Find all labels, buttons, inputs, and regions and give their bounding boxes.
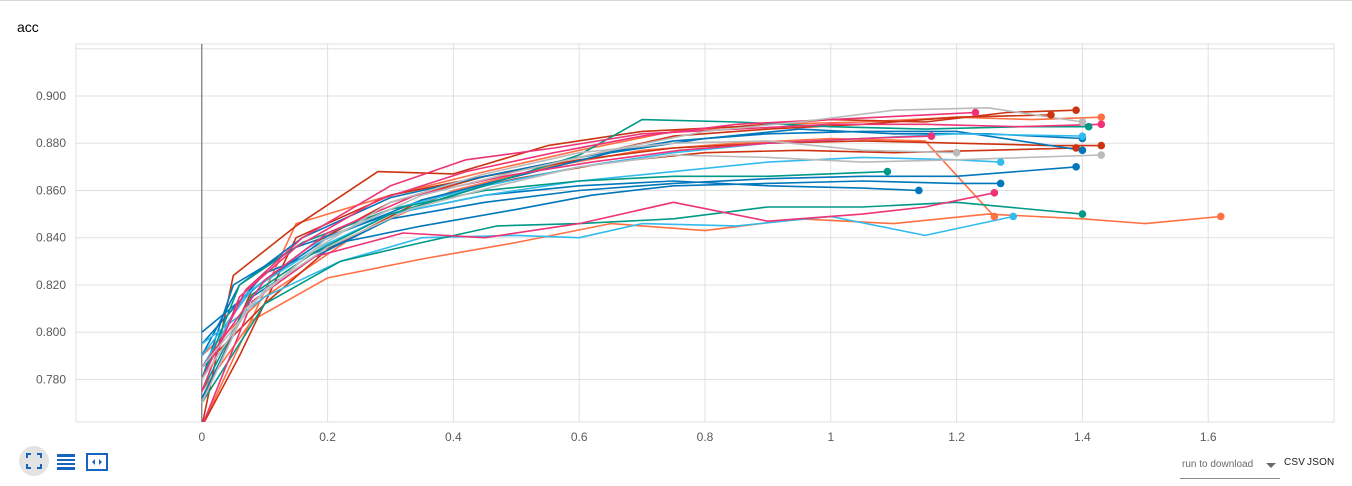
- series-endpoint[interactable]: [1047, 111, 1055, 119]
- series-line[interactable]: [201, 147, 1077, 369]
- fit-domain-button[interactable]: [83, 448, 111, 476]
- series-endpoint[interactable]: [996, 158, 1005, 166]
- series-group: [201, 107, 1221, 427]
- series-endpoint[interactable]: [990, 189, 999, 197]
- series-endpoint[interactable]: [927, 132, 936, 140]
- download-csv-link[interactable]: CSV: [1284, 457, 1306, 468]
- series-endpoint[interactable]: [1078, 118, 1087, 126]
- series-endpoint[interactable]: [971, 108, 980, 117]
- series-line[interactable]: [201, 135, 932, 369]
- y-tick-label: 0.900: [36, 89, 66, 103]
- x-tick-label: 1.2: [948, 430, 965, 444]
- series-line[interactable]: [201, 154, 1102, 369]
- series-endpoint[interactable]: [1097, 113, 1106, 122]
- y-tick-label: 0.780: [36, 372, 66, 386]
- fullscreen-icon: [26, 453, 42, 469]
- series-line[interactable]: [201, 170, 888, 380]
- series-line[interactable]: [201, 128, 1083, 333]
- series-line[interactable]: [202, 192, 995, 427]
- y-tick-label: 0.820: [36, 278, 66, 292]
- series-line[interactable]: [201, 180, 919, 380]
- series-endpoints: [883, 106, 1225, 221]
- y-tick-label: 0.880: [36, 136, 66, 150]
- y-tick-label: 0.860: [36, 183, 66, 197]
- run-download-select[interactable]: run to download: [1180, 456, 1280, 479]
- x-tick-label: 0: [198, 430, 205, 444]
- list-icon: [57, 454, 75, 470]
- x-tick-label: 1.6: [1200, 430, 1217, 444]
- series-line[interactable]: [201, 140, 957, 404]
- y-tick-label: 0.840: [36, 231, 66, 245]
- download-json-link[interactable]: JSON: [1307, 457, 1335, 468]
- series-endpoint[interactable]: [1084, 122, 1093, 131]
- y-tick-label: 0.800: [36, 325, 66, 339]
- fit-domain-icon: [86, 453, 108, 471]
- series-endpoint[interactable]: [1078, 132, 1087, 140]
- series-line[interactable]: [201, 111, 976, 392]
- x-tick-label: 0.8: [697, 430, 714, 444]
- x-tick-label: 0.6: [571, 430, 588, 444]
- axis-ticks: 0.780 0.800 0.820 0.840 0.860 0.880 0.900 0 0.2 0…: [36, 89, 1217, 444]
- chevron-down-icon: [1266, 463, 1276, 468]
- series-endpoint[interactable]: [883, 167, 892, 176]
- series-line[interactable]: [201, 156, 1001, 357]
- series-endpoint[interactable]: [1009, 212, 1018, 221]
- series-endpoint[interactable]: [1078, 146, 1087, 155]
- series-endpoint[interactable]: [1072, 163, 1080, 171]
- x-tick-label: 0.4: [445, 430, 462, 444]
- fullscreen-button[interactable]: [19, 446, 49, 476]
- series-endpoint[interactable]: [996, 179, 1005, 188]
- top-divider: [0, 0, 1352, 1]
- series-line[interactable]: [201, 215, 1014, 345]
- series-line[interactable]: [201, 109, 1077, 427]
- grid-lines: [75, 43, 1335, 423]
- series-endpoint[interactable]: [1078, 210, 1087, 218]
- series-endpoint[interactable]: [915, 186, 923, 195]
- series-endpoint[interactable]: [1097, 151, 1106, 159]
- x-tick-label: 1.4: [1074, 430, 1091, 444]
- run-select-label: run to download: [1182, 459, 1254, 470]
- x-tick-label: 0.2: [319, 430, 336, 444]
- x-tick-label: 1: [827, 430, 834, 444]
- series-endpoint[interactable]: [1072, 144, 1080, 152]
- series-line[interactable]: [201, 123, 1102, 380]
- series-endpoint[interactable]: [1072, 106, 1080, 114]
- series-endpoint[interactable]: [1216, 212, 1225, 221]
- series-line[interactable]: [202, 116, 1102, 427]
- series-endpoint[interactable]: [1097, 141, 1106, 150]
- series-endpoint[interactable]: [952, 148, 961, 157]
- series-endpoint[interactable]: [1097, 120, 1106, 129]
- chart-title: acc: [17, 19, 39, 35]
- series-line[interactable]: [201, 213, 1221, 392]
- log-scale-button[interactable]: [52, 448, 80, 476]
- series-line[interactable]: [202, 140, 1102, 427]
- series-endpoint[interactable]: [990, 212, 999, 221]
